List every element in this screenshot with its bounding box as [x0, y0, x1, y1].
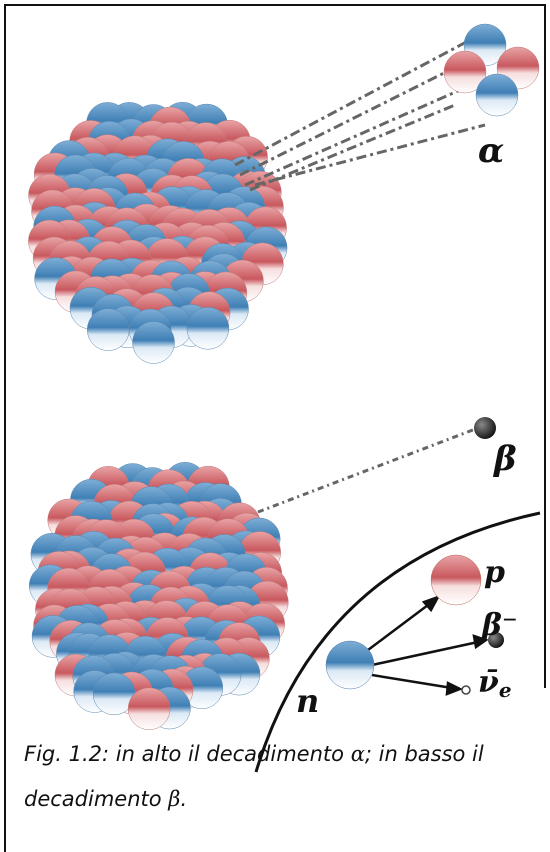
caption: Fig. 1.2: in alto il decadimento α; in b… — [24, 732, 534, 822]
neutron-label: n — [296, 682, 319, 720]
caption-beta: β — [168, 787, 180, 811]
caption-label: Fig. 1.2: — [24, 742, 109, 766]
neutron-sphere — [87, 309, 129, 351]
proton-label: p — [484, 555, 505, 590]
neutrino — [462, 686, 470, 694]
caption-text: in alto il decadimento — [116, 742, 344, 766]
neutrino-label: ν̄e — [478, 665, 512, 702]
neutron-sphere — [133, 321, 175, 363]
proton — [431, 555, 481, 605]
nucleus-beta — [29, 462, 288, 730]
caption-alpha: α — [351, 742, 365, 766]
beta-minus-label: β⁻ — [481, 608, 518, 643]
beta-trail — [258, 428, 478, 512]
neutron-sphere — [187, 307, 229, 349]
caption-end: . — [180, 787, 187, 811]
neutrino-subscript: e — [499, 678, 512, 702]
alpha-label: α — [478, 131, 504, 171]
page: {"labels": {"alpha": "α", "beta": "β", "… — [0, 0, 550, 852]
figure: α β p β⁻ n ν̄e — [0, 0, 550, 852]
proton-sphere — [128, 688, 170, 730]
nucleus-alpha — [28, 102, 287, 363]
decay-arrows — [368, 597, 486, 694]
beta-particle — [474, 417, 496, 439]
neutron-sphere — [476, 74, 518, 116]
alpha-particle — [444, 24, 539, 116]
neutrino-symbol: ν̄ — [478, 665, 499, 700]
beta-label: β — [492, 439, 517, 479]
neutron — [326, 641, 374, 689]
